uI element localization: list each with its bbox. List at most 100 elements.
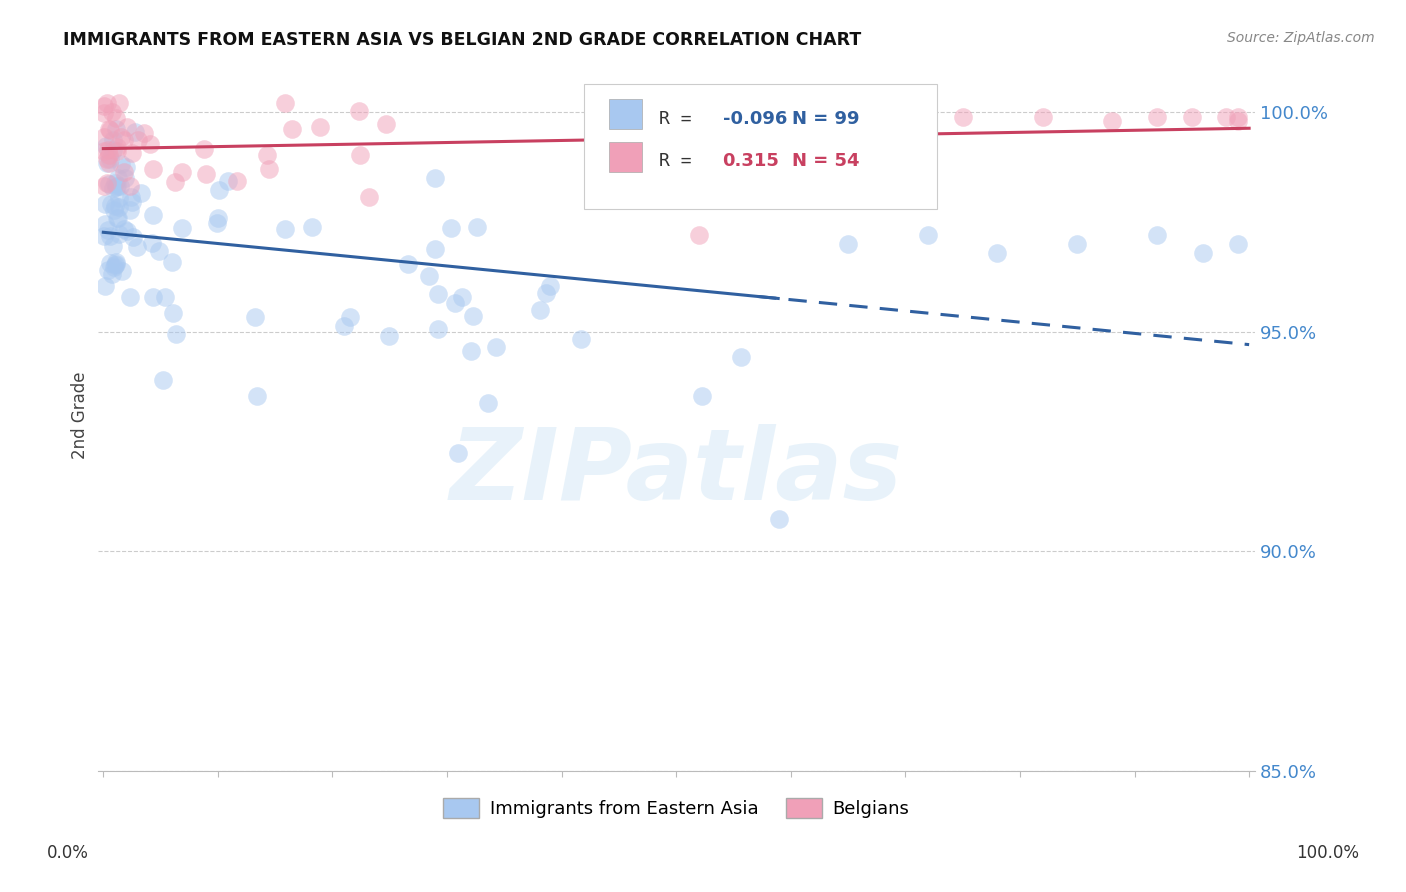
Point — [1215, 110, 1237, 124]
Point — [396, 256, 419, 270]
Point — [94, 279, 117, 293]
Point — [97, 177, 120, 191]
Point — [115, 224, 138, 238]
Point — [274, 222, 297, 236]
Point — [121, 195, 143, 210]
Point — [569, 332, 592, 346]
Point — [105, 211, 128, 226]
Point — [246, 389, 269, 403]
Point — [112, 133, 135, 147]
Point — [103, 133, 125, 147]
Text: ZIPatlas: ZIPatlas — [450, 424, 903, 521]
Point — [952, 110, 974, 124]
Point — [375, 117, 398, 131]
Point — [1101, 114, 1123, 128]
Text: Source: ZipAtlas.com: Source: ZipAtlas.com — [1227, 31, 1375, 45]
FancyBboxPatch shape — [609, 99, 641, 129]
Point — [274, 96, 297, 111]
Point — [98, 256, 121, 270]
Point — [93, 130, 115, 145]
Point — [108, 200, 131, 214]
Point — [529, 302, 551, 317]
Point — [120, 189, 142, 203]
Point — [101, 181, 124, 195]
Point — [98, 148, 121, 162]
Point — [779, 176, 801, 190]
Point — [97, 222, 120, 236]
Point — [193, 142, 215, 156]
Point — [96, 176, 118, 190]
Point — [152, 372, 174, 386]
Point — [378, 328, 401, 343]
Text: -0.096: -0.096 — [723, 110, 787, 128]
Point — [207, 211, 229, 225]
Point — [142, 208, 165, 222]
Point — [538, 279, 561, 293]
Point — [1066, 236, 1088, 251]
Point — [423, 171, 446, 186]
Point — [1181, 110, 1204, 124]
Point — [142, 290, 165, 304]
Point — [1032, 110, 1054, 124]
Point — [107, 211, 129, 225]
Point — [465, 219, 488, 234]
Point — [301, 220, 323, 235]
Point — [101, 267, 124, 281]
Point — [98, 228, 121, 243]
Point — [105, 111, 128, 125]
Point — [427, 322, 450, 336]
Point — [93, 228, 115, 243]
Point — [309, 120, 332, 135]
Text: R =: R = — [659, 153, 713, 170]
Point — [104, 176, 127, 190]
Point — [218, 174, 240, 188]
Point — [114, 171, 136, 186]
Point — [357, 189, 380, 203]
Point — [170, 221, 193, 235]
Point — [349, 147, 371, 161]
Point — [134, 126, 156, 140]
Point — [97, 144, 120, 158]
Point — [1192, 245, 1215, 260]
Point — [100, 104, 122, 119]
Point — [1226, 110, 1249, 124]
FancyBboxPatch shape — [609, 142, 641, 172]
Point — [837, 236, 859, 251]
Point — [101, 238, 124, 252]
Point — [427, 286, 450, 301]
Point — [111, 264, 134, 278]
Point — [1146, 228, 1168, 243]
Y-axis label: 2nd Grade: 2nd Grade — [72, 371, 89, 458]
Point — [93, 218, 115, 232]
Point — [103, 260, 125, 274]
Point — [93, 106, 115, 120]
Point — [104, 257, 127, 271]
Point — [108, 178, 131, 193]
Point — [142, 161, 165, 176]
Point — [121, 145, 143, 160]
Point — [100, 197, 122, 211]
Point — [93, 179, 115, 194]
Point — [107, 191, 129, 205]
Point — [460, 343, 482, 358]
Point — [477, 396, 499, 410]
Point — [96, 155, 118, 169]
Point — [124, 125, 146, 139]
Point — [440, 220, 463, 235]
Point — [281, 122, 304, 136]
Point — [170, 165, 193, 179]
Point — [690, 389, 713, 403]
Point — [257, 161, 280, 176]
Point — [444, 296, 467, 310]
Point — [110, 129, 132, 144]
Point — [688, 228, 710, 243]
Point — [163, 175, 186, 189]
Text: R =: R = — [659, 110, 703, 128]
Text: 0.0%: 0.0% — [46, 844, 89, 862]
Point — [98, 122, 121, 136]
Point — [97, 156, 120, 170]
FancyBboxPatch shape — [583, 85, 936, 209]
Text: N = 99: N = 99 — [792, 110, 859, 128]
Point — [112, 221, 135, 235]
Point — [160, 254, 183, 268]
